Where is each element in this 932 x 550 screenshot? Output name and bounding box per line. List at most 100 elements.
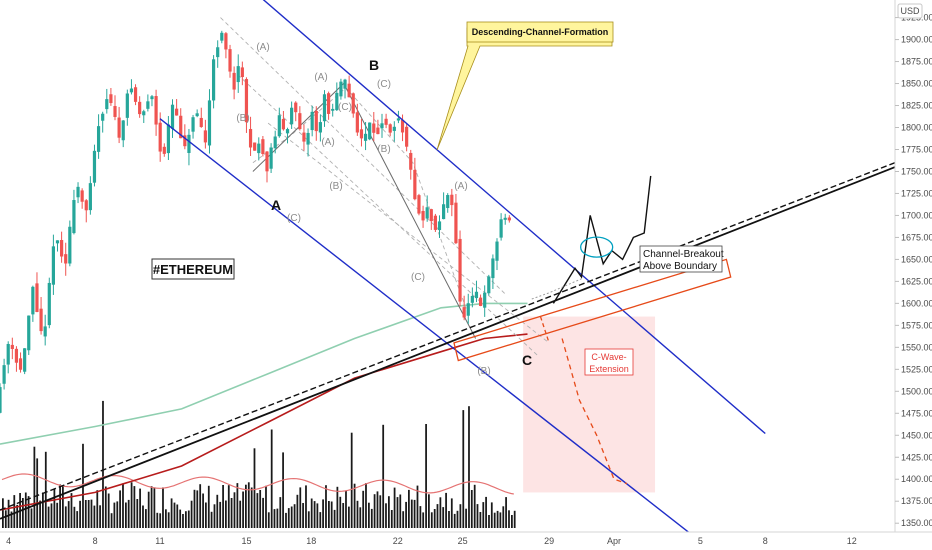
candle-body bbox=[142, 111, 146, 116]
volume-bar bbox=[302, 503, 304, 528]
volume-bar bbox=[273, 509, 276, 528]
volume-bar bbox=[207, 485, 210, 528]
volume-bar bbox=[150, 486, 153, 528]
volume-bar bbox=[136, 499, 139, 528]
volume-bar bbox=[119, 490, 121, 528]
currency-badge[interactable] bbox=[897, 3, 923, 19]
channel-callout-box bbox=[466, 21, 614, 43]
volume-bar bbox=[16, 504, 19, 528]
wave-label-c: C bbox=[522, 352, 532, 368]
volume-bar bbox=[247, 482, 250, 528]
candle-body bbox=[454, 202, 458, 244]
candle-body bbox=[179, 115, 183, 139]
price-tick-label: 1700.00 bbox=[901, 210, 932, 220]
candle-body bbox=[35, 283, 39, 312]
c-wave-extension-arrow bbox=[561, 338, 628, 485]
candle-body bbox=[339, 81, 343, 97]
candle-body bbox=[261, 139, 265, 155]
candle-body bbox=[6, 343, 10, 365]
candle-body bbox=[483, 292, 487, 308]
candle-body bbox=[470, 295, 474, 303]
volume-bar bbox=[62, 485, 64, 528]
volume-bar bbox=[513, 510, 516, 528]
volume-bar bbox=[253, 448, 256, 528]
price-tick-label: 1400.00 bbox=[901, 474, 932, 484]
volume-bar bbox=[442, 507, 445, 528]
volume-bar bbox=[242, 491, 244, 528]
volume-bar bbox=[236, 483, 239, 528]
volume-bar bbox=[165, 509, 167, 528]
volume-bar bbox=[287, 508, 290, 528]
candle-body bbox=[109, 94, 113, 104]
volume-bar bbox=[93, 505, 96, 528]
volume-bar bbox=[485, 496, 487, 528]
volume-bar bbox=[410, 499, 413, 528]
candle-body bbox=[359, 129, 364, 139]
price-tick-label: 1425.00 bbox=[901, 452, 932, 462]
volume-bar bbox=[336, 486, 339, 528]
candle-body bbox=[372, 123, 376, 133]
candle-body bbox=[240, 67, 244, 78]
volume-bar bbox=[67, 501, 70, 528]
candle-body bbox=[277, 115, 281, 137]
price-tick-label: 1575.00 bbox=[901, 320, 932, 330]
candle-body bbox=[129, 88, 134, 93]
volume-bar bbox=[502, 506, 505, 528]
volume-moving-average bbox=[1, 473, 514, 495]
candle-body bbox=[0, 387, 2, 413]
candle-body bbox=[216, 47, 220, 58]
sub-wave-label: (C) bbox=[377, 79, 391, 90]
candle-body bbox=[191, 117, 195, 132]
volume-bar bbox=[496, 510, 499, 528]
candle-body bbox=[298, 113, 302, 130]
price-tick-label: 1375.00 bbox=[901, 496, 932, 506]
volume-bar bbox=[245, 484, 247, 528]
volume-bar bbox=[402, 511, 405, 528]
c-wave-label-box bbox=[584, 348, 634, 376]
channel-callout-pointer bbox=[436, 27, 613, 151]
sub-wave-label: (C) bbox=[287, 213, 301, 224]
volume-bar bbox=[233, 492, 236, 528]
candle-body bbox=[507, 217, 511, 221]
volume-bar bbox=[64, 506, 67, 528]
volume-bar bbox=[179, 509, 182, 528]
volume-bar bbox=[339, 496, 342, 528]
volume-bar bbox=[4, 510, 7, 528]
volume-bar bbox=[199, 484, 202, 528]
candle-body bbox=[236, 66, 240, 83]
volume-bar bbox=[428, 494, 430, 528]
volume-bar bbox=[413, 499, 416, 528]
volume-bar bbox=[468, 406, 470, 528]
candle-body bbox=[409, 152, 413, 170]
volume-bar bbox=[219, 501, 222, 528]
volume-bar bbox=[250, 487, 253, 528]
volume-bar bbox=[159, 513, 162, 528]
volume-bar bbox=[87, 500, 90, 528]
candle-body bbox=[331, 108, 335, 111]
ascending-support-dashed-line bbox=[0, 162, 896, 511]
candle-body bbox=[175, 108, 179, 116]
date-tick-label: 8 bbox=[93, 536, 98, 546]
price-tick-label: 1600.00 bbox=[901, 298, 932, 308]
date-tick-label: 11 bbox=[155, 536, 164, 546]
volume-bar bbox=[44, 451, 47, 528]
c-wave-label-line1: C-Wave- bbox=[591, 352, 626, 362]
volume-bar bbox=[368, 502, 370, 528]
volume-bars bbox=[1, 400, 516, 528]
sub-wave-guide bbox=[220, 17, 507, 295]
candle-body bbox=[437, 221, 442, 231]
price-tick-label: 1850.00 bbox=[901, 79, 932, 89]
candle-body bbox=[368, 122, 372, 140]
candle-body bbox=[343, 79, 347, 89]
volume-bar bbox=[322, 499, 324, 528]
candle-body bbox=[51, 246, 55, 285]
candle-body bbox=[203, 130, 207, 143]
volume-bar bbox=[7, 499, 10, 528]
candle-body bbox=[347, 83, 351, 98]
volume-bar bbox=[313, 501, 316, 528]
volume-bar bbox=[359, 507, 362, 528]
c-wave-shaded-zone bbox=[523, 316, 656, 493]
candle-body bbox=[462, 307, 466, 318]
candle-body bbox=[244, 79, 249, 123]
candle-body bbox=[446, 195, 450, 209]
